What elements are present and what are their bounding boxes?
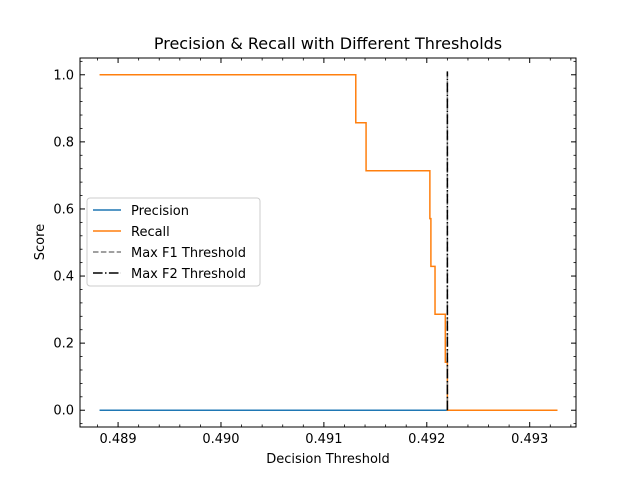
x-axis: 0.489 0.490 0.491 0.492 0.493: [97, 58, 572, 447]
y-tick-label: 0.4: [53, 270, 74, 285]
legend-box: [86, 197, 261, 287]
chart-title: Precision & Recall with Different Thresh…: [154, 34, 502, 53]
y-tick-label: 0.0: [53, 404, 74, 419]
axes-frame: [79, 57, 577, 428]
legend-label-max-f1: Max F1 Threshold: [131, 246, 246, 261]
x-tick-label: 0.493: [511, 432, 548, 447]
y-axis: 0.0 0.2 0.4 0.6 0.8 1.0: [53, 60, 576, 425]
y-tick-label: 0.2: [53, 337, 74, 352]
y-tick-label: 1.0: [53, 68, 74, 83]
plot-area: [99, 71, 558, 411]
y-tick-label: 0.8: [53, 135, 74, 150]
x-tick-label: 0.489: [99, 432, 136, 447]
legend-label-recall: Recall: [131, 225, 170, 240]
y-axis-label: Score: [33, 224, 48, 260]
legend: Precision Recall Max F1 Threshold Max F2…: [86, 197, 261, 287]
x-axis-label: Decision Threshold: [266, 452, 390, 467]
legend-label-max-f2: Max F2 Threshold: [131, 267, 246, 282]
legend-label-precision: Precision: [131, 204, 189, 219]
x-tick-label: 0.490: [202, 432, 239, 447]
x-tick-label: 0.492: [408, 432, 445, 447]
y-tick-label: 0.6: [53, 202, 74, 217]
x-tick-label: 0.491: [305, 432, 342, 447]
